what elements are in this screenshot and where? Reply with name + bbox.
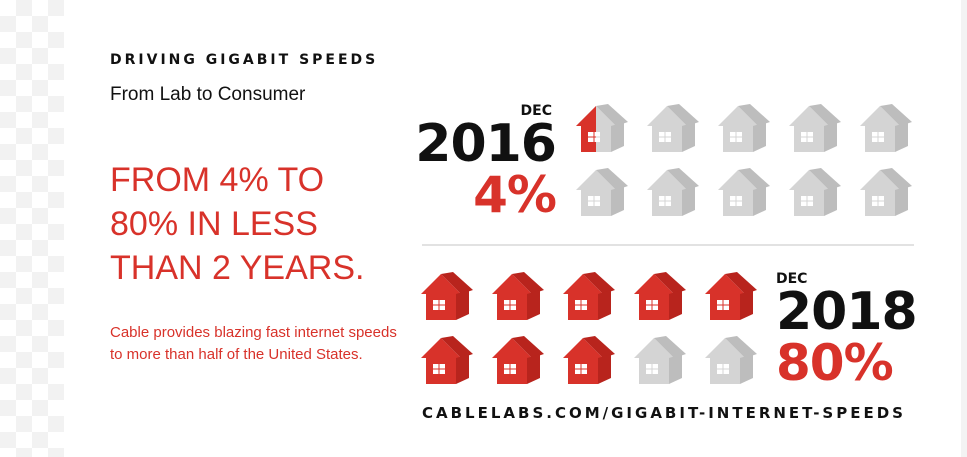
percent-2016: 4% [473, 166, 557, 224]
house-icon [860, 168, 912, 216]
footer-url: CABLELABS.COM/GIGABIT-INTERNET-SPEEDS [422, 404, 906, 422]
year-2016: 2016 [415, 114, 557, 174]
month-label-2016: DEC [520, 103, 552, 119]
body-text: Cable provides blazing fast internet spe… [110, 324, 397, 363]
stat-2018: DEC 2018 80% [776, 271, 918, 392]
subtitle: From Lab to Consumer [110, 84, 306, 105]
divider [422, 244, 914, 246]
house-icon [576, 168, 628, 216]
house-icon [718, 168, 770, 216]
house-icon [860, 104, 912, 152]
percent-2018: 80% [776, 334, 894, 392]
house-icon [421, 336, 473, 384]
house-icon [634, 272, 686, 320]
checker-pattern-left [0, 0, 64, 457]
house-icon [705, 336, 757, 384]
headline: FROM 4% TO 80% IN LESS THAN 2 YEARS. [110, 161, 365, 287]
house-icon [576, 104, 628, 152]
house-icon [705, 272, 757, 320]
house-icon [789, 168, 841, 216]
house-icon [718, 104, 770, 152]
house-icon [789, 104, 841, 152]
stat-2016: DEC 2016 4% [414, 103, 557, 224]
house-icon [492, 336, 544, 384]
house-icon [421, 272, 473, 320]
edge-strip-right [961, 0, 967, 457]
house-icon [647, 104, 699, 152]
house-grid-2016 [572, 100, 914, 220]
house-icon [563, 272, 615, 320]
kicker-title: DRIVING GIGABIT SPEEDS [110, 52, 379, 68]
house-icon [634, 336, 686, 384]
house-icon [647, 168, 699, 216]
year-2018: 2018 [776, 282, 918, 342]
month-label-2018: DEC [776, 271, 808, 287]
house-grid-2018 [417, 268, 759, 388]
house-icon [492, 272, 544, 320]
house-icon [563, 336, 615, 384]
